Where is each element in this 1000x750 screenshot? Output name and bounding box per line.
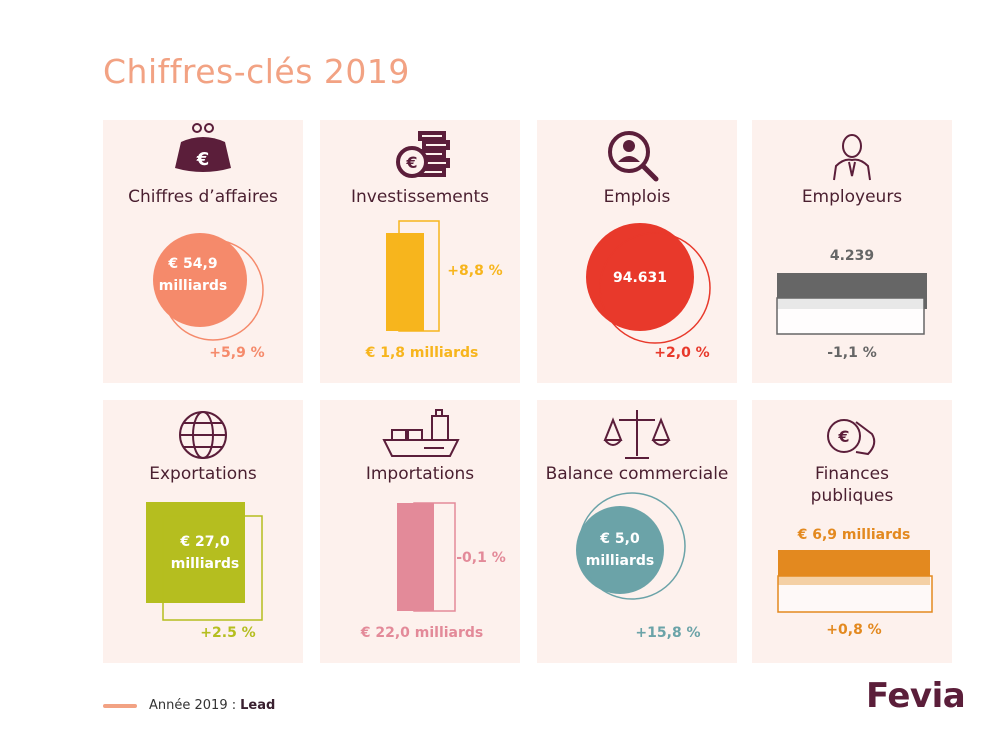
- purse-euro-icon: €: [175, 123, 231, 172]
- globe-icon: [179, 411, 227, 459]
- card-value: € 6,9 milliards: [797, 527, 911, 543]
- legend-text: Année 2019 :: [149, 698, 237, 713]
- card-title: Employeurs: [801, 187, 903, 207]
- card-title: Emplois: [603, 187, 671, 207]
- card-value: 94.631: [612, 270, 668, 286]
- previous-year-bar: [398, 220, 440, 332]
- card-title: Finances publiques: [810, 464, 894, 506]
- fevia-logo: Fevia: [866, 676, 966, 716]
- card-graphic: €: [386, 131, 450, 332]
- card-value: € 54,9 milliards: [158, 256, 228, 294]
- card-graphic: [776, 134, 927, 335]
- card-change: +2,0 %: [654, 345, 710, 361]
- card-value: € 1,8 milliards: [365, 345, 479, 361]
- previous-year-bar: [413, 502, 456, 612]
- card-title: Exportations: [149, 464, 257, 484]
- card-graphic: [576, 410, 686, 600]
- page-title: Chiffres-clés 2019: [103, 52, 410, 91]
- card-exportations: Exportations € 27,0 milliards +2.5 %: [103, 400, 303, 663]
- scales-icon: [603, 410, 671, 459]
- card-graphic: [586, 131, 711, 344]
- card-importations: Importations -0,1 % € 22,0 milliards: [320, 400, 520, 663]
- previous-year-circle: [578, 492, 686, 600]
- card-graphic: €: [153, 123, 264, 341]
- card-graphic: [146, 411, 263, 621]
- previous-year-bar: [777, 575, 933, 613]
- card-title: Investissements: [350, 187, 490, 207]
- hand-euro-coin-icon: €: [827, 419, 876, 456]
- svg-text:€: €: [196, 149, 210, 170]
- card-value: € 5,0 milliards: [585, 531, 655, 569]
- previous-year-circle: [162, 239, 264, 341]
- value-circle: [576, 506, 664, 594]
- value-bar: [397, 503, 434, 611]
- card-change: +5,9 %: [209, 345, 265, 361]
- legend-bold: Lead: [240, 698, 276, 713]
- card-value: € 27,0 milliards: [170, 534, 240, 572]
- value-bar: [386, 233, 424, 331]
- previous-year-circle: [599, 232, 711, 344]
- person-magnifier-icon: [608, 131, 659, 182]
- card-emplois: Emplois 94.631 +2,0 %: [537, 120, 737, 383]
- card-value: € 22,0 milliards: [360, 625, 484, 641]
- card-change: +0,8 %: [826, 622, 882, 638]
- svg-text:€: €: [405, 153, 417, 172]
- cargo-ship-icon: [382, 409, 460, 457]
- svg-text:€: €: [837, 427, 849, 446]
- businessman-icon: [833, 134, 871, 181]
- card-title: Importations: [365, 464, 475, 484]
- coins-euro-icon: €: [396, 131, 450, 178]
- card-change: +15,8 %: [635, 625, 701, 641]
- card-investissements: € Investissements +8,8 % € 1,8 milliards: [320, 120, 520, 383]
- card-change: -0,1 %: [456, 550, 506, 566]
- card-employeurs: Employeurs 4.239 -1,1 %: [752, 120, 952, 383]
- legend: Année 2019 : Lead: [103, 698, 275, 713]
- previous-year-bar: [162, 515, 263, 621]
- card-graphic: €: [777, 419, 933, 613]
- card-title: Chiffres d’affaires: [128, 187, 278, 207]
- legend-line: [103, 703, 137, 708]
- card-value: 4.239: [829, 248, 875, 264]
- card-finances-publiques: € Finances publiques € 6,9 milliards +0,8…: [752, 400, 952, 663]
- card-chiffres-affaires: € Chiffres d’affaires € 54,9 milliards +5…: [103, 120, 303, 383]
- previous-year-bar: [776, 297, 925, 335]
- card-title: Balance commerciale: [545, 464, 729, 484]
- value-circle: [586, 223, 694, 331]
- card-change: -1,1 %: [827, 345, 877, 361]
- card-graphic: [382, 409, 460, 612]
- card-change: +8,8 %: [447, 263, 503, 279]
- card-balance-commerciale: Balance commerciale € 5,0 milliards +15,8…: [537, 400, 737, 663]
- card-change: +2.5 %: [200, 625, 256, 641]
